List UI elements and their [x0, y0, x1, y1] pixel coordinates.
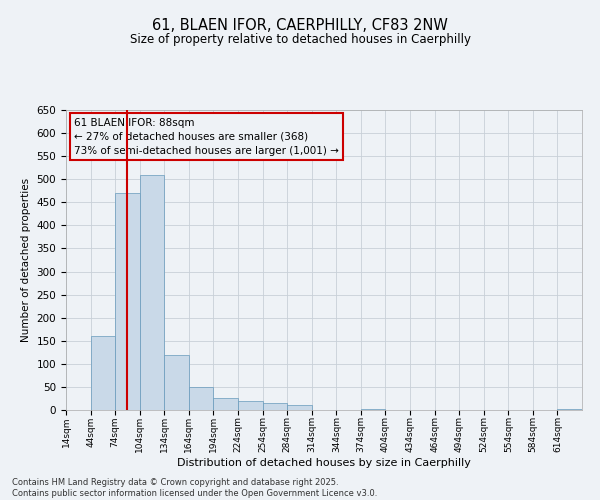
Text: Size of property relative to detached houses in Caerphilly: Size of property relative to detached ho…	[130, 32, 470, 46]
Text: 61 BLAEN IFOR: 88sqm
← 27% of detached houses are smaller (368)
73% of semi-deta: 61 BLAEN IFOR: 88sqm ← 27% of detached h…	[74, 118, 338, 156]
Bar	[287, 406, 312, 410]
Bar	[140, 174, 164, 410]
Y-axis label: Number of detached properties: Number of detached properties	[21, 178, 31, 342]
Bar	[238, 401, 263, 410]
Text: Contains HM Land Registry data © Crown copyright and database right 2025.
Contai: Contains HM Land Registry data © Crown c…	[12, 478, 377, 498]
Bar	[214, 398, 238, 410]
X-axis label: Distribution of detached houses by size in Caerphilly: Distribution of detached houses by size …	[177, 458, 471, 468]
Bar	[557, 409, 582, 410]
Bar	[189, 387, 214, 410]
Bar	[164, 354, 189, 410]
Bar	[263, 403, 287, 410]
Text: 61, BLAEN IFOR, CAERPHILLY, CF83 2NW: 61, BLAEN IFOR, CAERPHILLY, CF83 2NW	[152, 18, 448, 32]
Bar	[115, 193, 140, 410]
Bar	[91, 336, 115, 410]
Bar	[361, 409, 385, 410]
